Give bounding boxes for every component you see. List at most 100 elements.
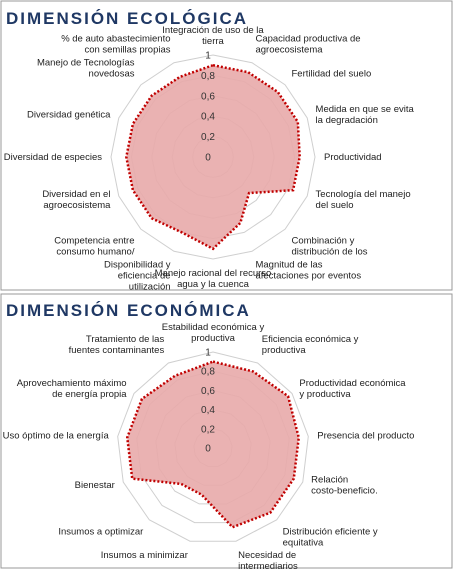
axis-label-line: Tratamiento de las xyxy=(86,334,165,345)
axis-label: Medida en que se evita la degradación xyxy=(316,104,415,126)
tick-label: 0,4 xyxy=(201,405,215,416)
axis-label: Manejo racional del recurso agua y la cue… xyxy=(155,268,272,290)
tick-label: 0,8 xyxy=(201,367,215,378)
axis-label-line: Productividad xyxy=(324,152,382,163)
chart-title: DIMENSIÓN ECOLÓGICA xyxy=(6,9,248,28)
tick-label: 0 xyxy=(205,153,211,164)
axis-label-line: equitativa xyxy=(283,538,324,549)
axis-label: Presencia del producto xyxy=(317,430,414,441)
axis-label-line: productiva xyxy=(262,345,307,356)
axis-label-line: Eficiencia económica y xyxy=(262,334,359,345)
axis-label-line: Insumos a optimizar xyxy=(58,527,143,538)
axis-label: Distribución eficiente y equitativa xyxy=(283,527,378,549)
axis-label: Combinación y distribución de los xyxy=(291,235,367,257)
tick-label: 1 xyxy=(205,348,211,359)
axis-label-line: distribución de los xyxy=(291,246,367,257)
axis-label-line: novedosas xyxy=(89,69,135,80)
axis-label: Disponibilidad y eficiencia de utilización xyxy=(104,260,171,293)
axis-label: Diversidad en el agroecosistema xyxy=(42,189,111,211)
axis-label-line: Medida en que se evita xyxy=(316,104,415,115)
axis-label-line: eficiencia de xyxy=(118,271,171,282)
axis-label-line: Relación xyxy=(311,475,348,486)
axis-label: Productividad xyxy=(324,152,382,163)
axis-label-line: Capacidad productiva de xyxy=(255,33,360,44)
axis-label-line: Bienestar xyxy=(75,480,115,491)
axis-label-line: Uso óptimo de la energía xyxy=(3,430,110,441)
axis-label-line: Diversidad genética xyxy=(27,110,111,121)
axis-label-line: de energía propia xyxy=(52,389,127,400)
axis-label: Necesidad de intermediarios xyxy=(238,550,298,570)
axis-label-line: Productividad económica xyxy=(299,378,406,389)
axis-label-line: Necesidad de xyxy=(238,550,296,561)
axis-label: Fertilidad del suelo xyxy=(291,69,371,80)
axis-label-line: Manejo racional del recurso xyxy=(155,268,272,279)
axis-label: Bienestar xyxy=(75,480,115,491)
panel-border xyxy=(0,293,453,569)
axis-label: Diversidad de especies xyxy=(4,152,102,163)
axis-label-line: agroecosistema xyxy=(255,44,323,55)
tick-label: 0,4 xyxy=(201,112,215,123)
axis-label: Diversidad genética xyxy=(27,110,111,121)
axis-label: Integración de uso de la tierra xyxy=(162,25,264,47)
axis-label-line: productiva xyxy=(191,333,236,344)
panel-border xyxy=(0,0,453,291)
axis-label-line: Integración de uso de la xyxy=(162,25,264,36)
tick-label: 0,2 xyxy=(201,424,215,435)
axis-label-line: utilización xyxy=(129,282,171,293)
axis-label-line: afectaciones por eventos xyxy=(255,271,361,282)
axis-label: Competencia entre consumo humano/ xyxy=(54,235,135,257)
axis-label: Eficiencia económica y productiva xyxy=(262,334,359,356)
axis-label-line: fuentes contaminantes xyxy=(69,345,165,356)
axis-label-line: la degradación xyxy=(316,115,378,126)
axis-label: Magnitud de las afectaciones por eventos xyxy=(255,260,361,282)
axis-label: Relación costo-beneficio. xyxy=(311,475,378,497)
axis-label-line: y productiva xyxy=(299,389,351,400)
axis-label-line: con semillas propias xyxy=(84,44,170,55)
axis-label: Manejo de Tecnologías novedosas xyxy=(37,58,135,80)
axis-label-line: Tecnología del manejo xyxy=(316,189,411,200)
axis-label: Insumos a optimizar xyxy=(58,527,143,538)
axis-label-line: Aprovechamiento máximo xyxy=(17,378,127,389)
tick-label: 0,6 xyxy=(201,386,215,397)
axis-label-line: Combinación y xyxy=(291,235,354,246)
axis-label-line: Disponibilidad y xyxy=(104,260,171,271)
axis-label-line: Presencia del producto xyxy=(317,430,414,441)
axis-label-line: consumo humano/ xyxy=(56,246,135,257)
axis-label: Uso óptimo de la energía xyxy=(3,430,110,441)
axis-label-line: intermediarios xyxy=(238,561,298,570)
axis-label: Aprovechamiento máximo de energía propia xyxy=(17,378,128,400)
axis-label-line: costo-beneficio. xyxy=(311,486,378,497)
tick-label: 0,8 xyxy=(201,71,215,82)
radar-area xyxy=(125,360,301,529)
axis-label: Capacidad productiva de agroecosistema xyxy=(255,33,360,55)
chart-title: DIMENSIÓN ECONÓMICA xyxy=(6,301,251,320)
tick-label: 0 xyxy=(205,444,211,455)
tick-label: 0,6 xyxy=(201,91,215,102)
axis-label-line: Distribución eficiente y xyxy=(283,527,378,538)
axis-label-line: Diversidad en el xyxy=(42,189,110,200)
axis-label: % de auto abastecimiento con semillas pro… xyxy=(61,33,171,55)
axis-label-line: agroecosistema xyxy=(43,200,111,211)
axis-label-line: Competencia entre xyxy=(54,235,134,246)
grid-line xyxy=(110,54,316,260)
axis-label-line: Estabilidad económica y xyxy=(162,322,265,333)
tick-label: 1 xyxy=(205,51,211,62)
axis-label-line: tierra xyxy=(202,36,224,47)
axis-label-line: Fertilidad del suelo xyxy=(291,69,371,80)
tick-label: 0,2 xyxy=(201,132,215,143)
axis-label-line: del suelo xyxy=(316,200,354,211)
grid-line xyxy=(117,351,309,542)
axis-label: Tecnología del manejo del suelo xyxy=(316,189,411,211)
axis-label-line: Magnitud de las xyxy=(255,260,322,271)
axis-label-line: Diversidad de especies xyxy=(4,152,102,163)
axis-label: Productividad económica y productiva xyxy=(299,378,406,400)
radar-area xyxy=(125,63,301,251)
axis-label-line: Insumos a minimizar xyxy=(101,550,188,561)
axis-label: Tratamiento de las fuentes contaminantes xyxy=(69,334,165,356)
axis-label-line: % de auto abastecimiento xyxy=(61,33,170,44)
axis-label-line: agua y la cuenca xyxy=(177,279,250,290)
axis-label-line: Manejo de Tecnologías xyxy=(37,58,135,69)
axis-label: Insumos a minimizar xyxy=(101,550,188,561)
axis-label: Estabilidad económica y productiva xyxy=(162,322,265,344)
